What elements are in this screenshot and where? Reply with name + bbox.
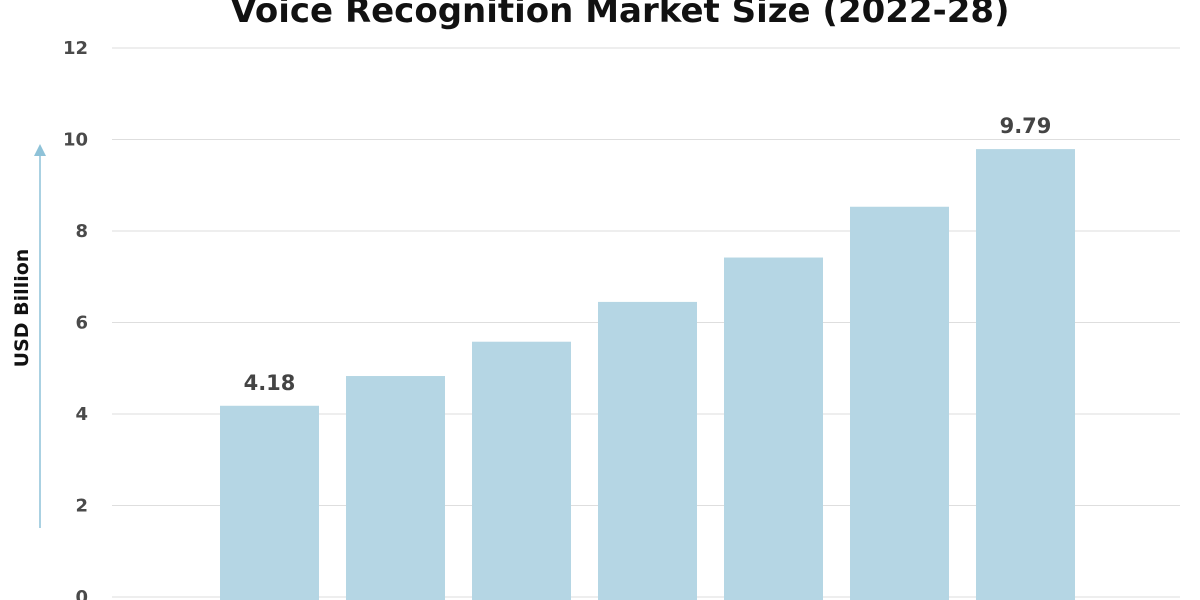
y-tick-label: 0 bbox=[75, 587, 88, 600]
y-tick-labels: 0 2 4 6 8 10 12 bbox=[63, 38, 88, 600]
bar bbox=[850, 206, 949, 600]
y-tick-label: 4 bbox=[75, 404, 88, 425]
bar bbox=[976, 149, 1075, 600]
y-axis-arrow-head bbox=[34, 144, 46, 156]
y-tick-label: 2 bbox=[75, 496, 88, 517]
y-tick-label: 10 bbox=[63, 130, 88, 151]
bar bbox=[346, 376, 445, 600]
y-tick-label: 6 bbox=[75, 313, 88, 334]
bar bbox=[724, 257, 823, 600]
y-axis-arrow bbox=[34, 144, 46, 528]
bars bbox=[220, 149, 1075, 600]
chart-title: Voice Recognition Market Size (2022-28) bbox=[230, 0, 1009, 31]
y-axis-label: USD Billion bbox=[11, 249, 33, 368]
bar bbox=[598, 301, 697, 600]
y-tick-label: 8 bbox=[75, 221, 88, 242]
y-tick-label: 12 bbox=[63, 38, 88, 59]
data-label: 9.79 bbox=[1000, 114, 1052, 138]
bar bbox=[220, 405, 319, 600]
data-label: 4.18 bbox=[244, 371, 296, 395]
bar bbox=[472, 341, 571, 600]
data-labels: 4.18 9.79 bbox=[244, 114, 1052, 395]
